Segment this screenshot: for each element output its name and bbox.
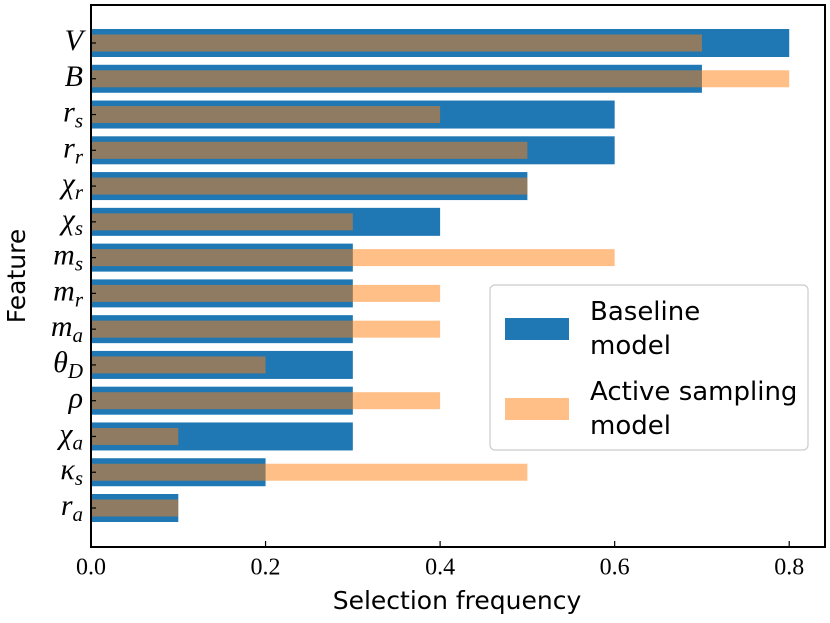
bar [91,499,179,517]
legend-label: Baseline model [590,297,701,361]
bar [91,177,528,195]
category-symbol: ρ [68,382,83,415]
category-symbol: r [61,489,73,522]
category-subscript: D [67,359,83,383]
bar [91,141,528,159]
y-tick-label: rr [63,131,84,168]
y-tick-label: rs [63,95,83,132]
bar [91,427,179,445]
category-subscript: r [75,144,84,168]
category-subscript: s [75,251,83,275]
legend-swatch [505,398,569,420]
category-symbol: r [63,131,75,164]
x-tick-label: 0.6 [600,555,630,581]
category-symbol: χ [56,417,73,450]
category-subscript: r [75,287,84,311]
category-symbol: χ [59,203,76,236]
category-subscript: a [73,430,84,454]
y-tick-label: θD [53,346,83,383]
category-symbol: m [51,310,73,343]
bar [91,34,702,52]
bar [91,392,441,410]
category-subscript: s [75,216,83,240]
category-subscript: a [73,502,84,526]
legend-swatch [505,318,569,340]
category-symbol: θ [53,346,68,379]
bar [91,249,615,267]
legend-entry: Baseline model [590,297,701,361]
y-axis-label: Feature [2,229,31,323]
x-axis-label: Selection frequency [333,586,582,615]
category-symbol: χ [59,167,76,200]
bar [91,356,266,374]
y-tick-label: ρ [68,382,83,415]
category-symbol: m [53,239,75,272]
legend-label: Active sampling model [590,377,798,441]
y-tick-label: ma [51,310,83,347]
category-symbol: B [65,60,83,93]
legend-entry: Active sampling model [590,377,798,441]
bar [91,106,441,124]
category-symbol: V [65,24,87,57]
y-tick-label: V [65,24,87,57]
y-tick-label: ra [61,489,83,526]
bar [91,213,353,231]
x-tick-label: 0.8 [774,555,804,581]
x-tick-label: 0.2 [251,555,281,581]
x-tick-label: 0.0 [76,555,106,581]
y-tick-label: χa [56,417,83,454]
y-tick-label: ms [53,239,83,276]
y-tick-label: B [65,60,83,93]
category-subscript: r [75,180,84,204]
category-subscript: s [75,108,83,132]
category-symbol: m [53,274,75,307]
y-tick-label: χs [59,203,83,240]
y-tick-label: χr [59,167,84,204]
legend-box [489,284,809,451]
category-subscript: a [73,323,84,347]
category-symbol: r [63,95,75,128]
bar [91,284,441,302]
plot-frame [90,4,826,548]
y-tick-label: mr [53,274,84,311]
category-subscript: s [75,466,83,490]
bar [91,320,441,338]
category-symbol: κ [60,453,75,486]
x-tick-label: 0.4 [425,555,455,581]
bar [91,70,790,88]
bar [91,463,528,481]
y-tick-label: κs [60,453,83,490]
